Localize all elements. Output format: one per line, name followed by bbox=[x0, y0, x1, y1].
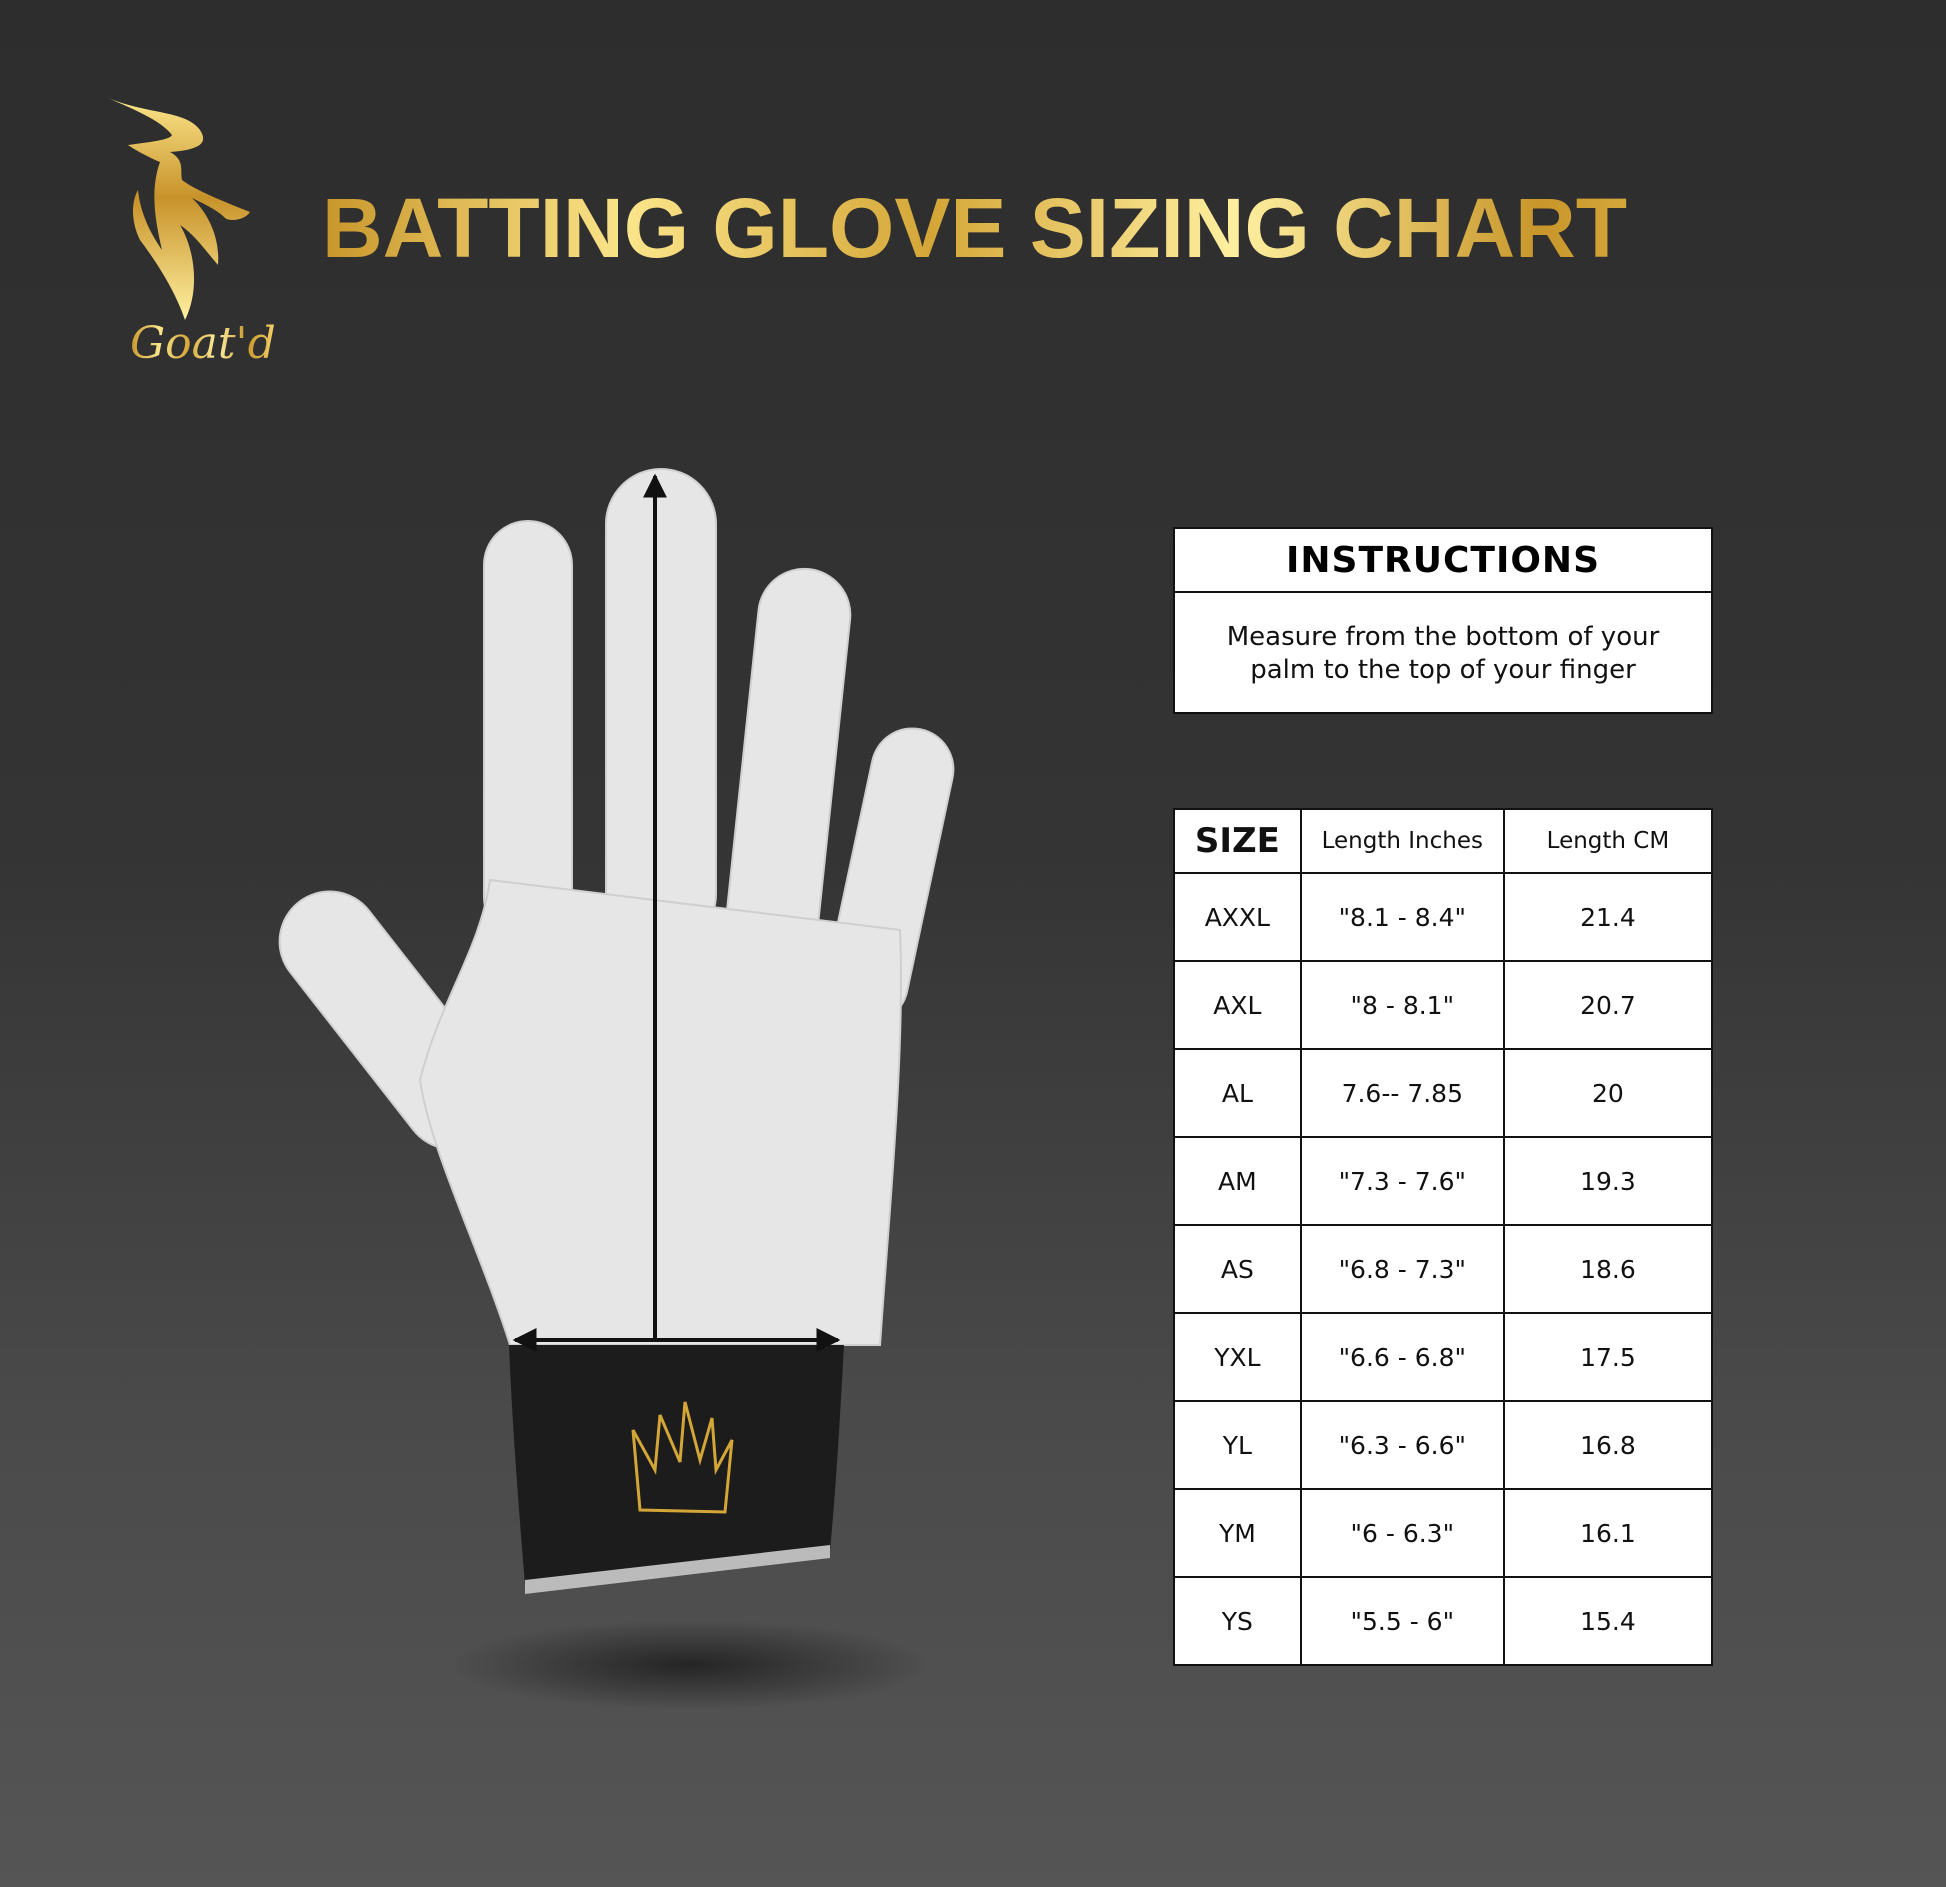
cm-cell: 18.6 bbox=[1502, 1224, 1714, 1314]
inches-cell: 7.6-- 7.85 bbox=[1299, 1048, 1505, 1138]
table-header-row: SIZE Length Inches Length CM bbox=[1173, 808, 1714, 874]
cm-cell: 17.5 bbox=[1502, 1312, 1714, 1402]
cuff-trim bbox=[525, 1545, 830, 1594]
size-cell: AS bbox=[1173, 1224, 1302, 1314]
column-header-inches: Length Inches bbox=[1299, 808, 1505, 874]
cm-cell: 20.7 bbox=[1502, 960, 1714, 1050]
size-cell: AXXL bbox=[1173, 872, 1302, 962]
palm bbox=[418, 878, 902, 1346]
size-cell: YM bbox=[1173, 1488, 1302, 1578]
size-cell: YS bbox=[1173, 1576, 1302, 1666]
size-cell: AXL bbox=[1173, 960, 1302, 1050]
cm-cell: 20 bbox=[1502, 1048, 1714, 1138]
size-cell: YXL bbox=[1173, 1312, 1302, 1402]
size-cell: YL bbox=[1173, 1400, 1302, 1490]
inches-cell: "8.1 - 8.4" bbox=[1299, 872, 1505, 962]
brand-wordmark: Goat'd bbox=[130, 318, 276, 369]
size-cell: AL bbox=[1173, 1048, 1302, 1138]
instructions-text: Measure from the bottom of your palm to … bbox=[1226, 621, 1660, 685]
page-title: BATTING GLOVE SIZING CHART bbox=[322, 178, 1846, 278]
table-row: AL 7.6-- 7.85 20 bbox=[1173, 1048, 1714, 1138]
size-table: SIZE Length Inches Length CM AXXL "8.1 - … bbox=[1173, 808, 1714, 1666]
cm-cell: 15.4 bbox=[1502, 1576, 1714, 1666]
crown-icon bbox=[631, 1401, 734, 1514]
table-row: AXL "8 - 8.1" 20.7 bbox=[1173, 960, 1714, 1050]
column-header-size: SIZE bbox=[1173, 808, 1302, 874]
table-row: YS "5.5 - 6" 15.4 bbox=[1173, 1576, 1714, 1666]
inches-cell: "6.6 - 6.8" bbox=[1299, 1312, 1505, 1402]
inches-cell: "5.5 - 6" bbox=[1299, 1576, 1505, 1666]
table-row: YM "6 - 6.3" 16.1 bbox=[1173, 1488, 1714, 1578]
cuff bbox=[509, 1345, 844, 1585]
table-row: AM "7.3 - 7.6" 19.3 bbox=[1173, 1136, 1714, 1226]
inches-cell: "8 - 8.1" bbox=[1299, 960, 1505, 1050]
instructions-heading: INSTRUCTIONS bbox=[1175, 529, 1711, 593]
cm-cell: 21.4 bbox=[1502, 872, 1714, 962]
cm-cell: 16.1 bbox=[1502, 1488, 1714, 1578]
glove-shadow bbox=[450, 1620, 930, 1710]
table-row: YL "6.3 - 6.6" 16.8 bbox=[1173, 1400, 1714, 1490]
index-finger bbox=[483, 520, 573, 942]
table-row: AS "6.8 - 7.3" 18.6 bbox=[1173, 1224, 1714, 1314]
inches-cell: "6.8 - 7.3" bbox=[1299, 1224, 1505, 1314]
instructions-box: INSTRUCTIONS Measure from the bottom of … bbox=[1173, 527, 1713, 714]
table-row: YXL "6.6 - 6.8" 17.5 bbox=[1173, 1312, 1714, 1402]
inches-cell: "6 - 6.3" bbox=[1299, 1488, 1505, 1578]
cm-cell: 16.8 bbox=[1502, 1400, 1714, 1490]
cm-cell: 19.3 bbox=[1502, 1136, 1714, 1226]
size-cell: AM bbox=[1173, 1136, 1302, 1226]
inches-cell: "7.3 - 7.6" bbox=[1299, 1136, 1505, 1226]
column-header-cm: Length CM bbox=[1502, 808, 1714, 874]
goat-logo-icon bbox=[108, 98, 250, 320]
table-row: AXXL "8.1 - 8.4" 21.4 bbox=[1173, 872, 1714, 962]
inches-cell: "6.3 - 6.6" bbox=[1299, 1400, 1505, 1490]
middle-finger bbox=[605, 468, 717, 950]
